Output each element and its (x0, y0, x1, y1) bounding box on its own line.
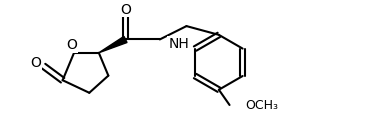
Text: O: O (67, 38, 78, 52)
Text: O: O (120, 3, 131, 17)
Text: NH: NH (168, 37, 189, 51)
Text: O: O (31, 56, 42, 70)
Polygon shape (99, 36, 127, 53)
Text: OCH₃: OCH₃ (245, 99, 279, 112)
